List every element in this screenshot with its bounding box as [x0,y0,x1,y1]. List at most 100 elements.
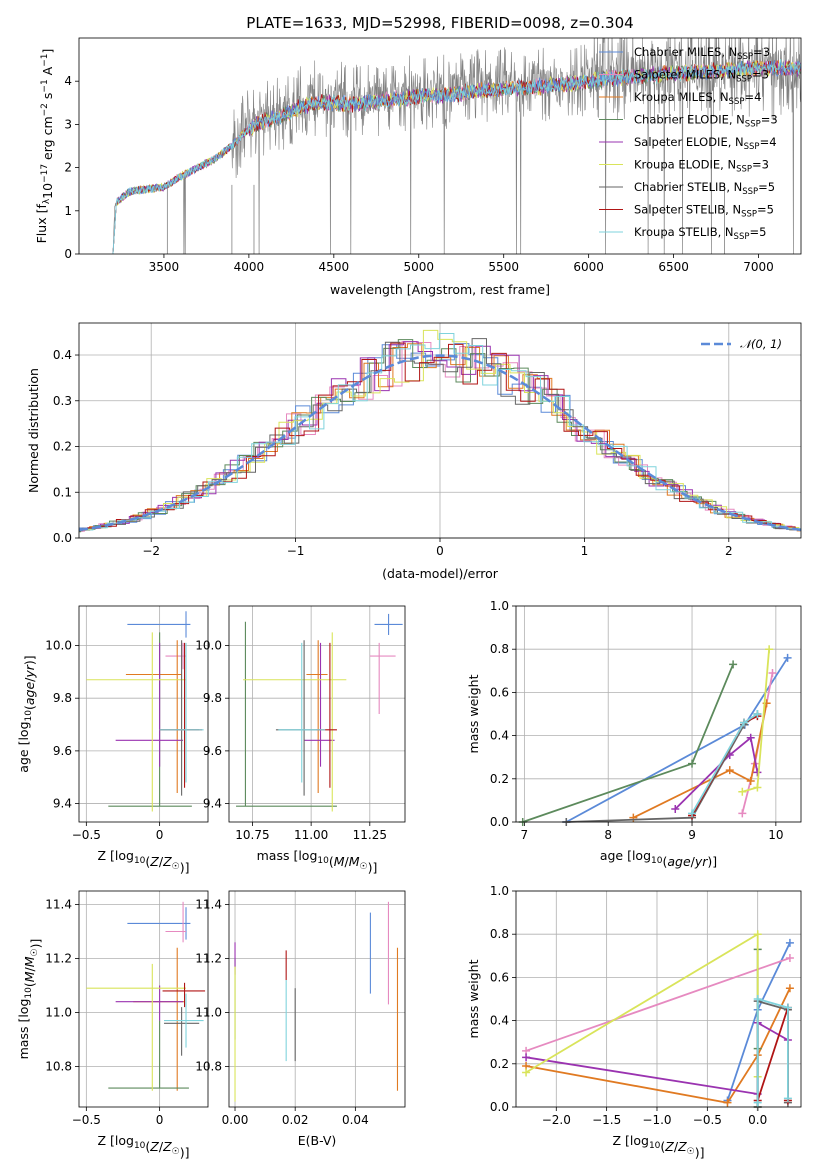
axes-frame [515,605,802,823]
y-tick-label: 0.4 [490,1014,509,1028]
label-part: )] [180,860,190,875]
weight-marker [746,733,755,742]
label-part: Z [162,1139,172,1154]
weight-marker [753,710,762,718]
label-part: ☉ [172,862,180,872]
x-axis-label: age [log10(age/yr)] [600,848,717,869]
x-axis-label: Z [log10(Z/Z☉)] [612,1133,704,1160]
x-tick-label: 5500 [488,260,519,274]
y-tick-label: 0.0 [53,531,72,545]
label-part: M [22,956,37,967]
label-part: Z [162,854,172,869]
x-axis-label: Z [log10(Z/Z☉)] [97,1133,189,1160]
label-part: ( [22,705,37,710]
legend-label-text: Kroupa MILES, N [634,90,729,104]
weight-marker [729,660,738,669]
mass-vs-metallicity-panel: −0.5 010.811.011.211.4Z [log10(Z/Z☉)]mass… [16,890,209,1160]
label-part: −1 [40,54,50,67]
y-tick-label: 9.4 [203,797,222,811]
x-axis-label: (data-model)/error [382,566,499,581]
label-part: ( [145,1139,150,1154]
y-tick-label: 1 [64,204,72,218]
histogram-kroupa-miles [79,343,801,532]
y-tick-label: 0.8 [490,642,509,656]
x-tick-label: 11.00 [294,828,328,842]
age-vs-mass-panel: 10.75 11.00 11.25 9.4 9.6 9.8 10.0 mass [log10(… [195,605,406,875]
legend-label-text: Kroupa STELIB, N [634,225,734,239]
weight-marker [753,783,762,792]
x-axis-label: E(B-V) [298,1133,337,1148]
weight-line-kroupa-miles [633,703,768,819]
x-tick-label: 4000 [234,260,265,274]
label-part: Z [log [612,1133,648,1148]
axes-frame [228,890,406,1108]
weight-marker [783,653,792,662]
label-part: 10 [317,856,329,866]
label-part: −17 [40,164,50,183]
legend-label-text: Salpeter STELIB, N [634,203,741,217]
y-tick-label: 4 [64,74,72,88]
x-tick-label: 0.04 [342,1113,369,1127]
mass-vs-extinction-panel: 0.00 0.02 0.04 10.8 11.0 11.2 11.4 E(B-V) [195,890,406,1148]
weight-line-salpeter-elodie [674,736,759,810]
legend-label-subscript: SSP [736,75,752,85]
x-axis-label: mass [log10(M/M☉)] [257,848,378,875]
label-part: / [22,677,37,682]
x-tick-label: 7000 [743,260,774,274]
axes-frame [78,605,209,823]
label-part: 10 [651,856,663,866]
label-part: erg cm [40,116,55,164]
y-tick-label: 9.8 [203,691,222,705]
label-part: 10 [24,987,34,999]
y-tick-label: 11.4 [195,898,222,912]
x-tick-label: 6500 [658,260,689,274]
y-tick-label: 11.2 [45,952,72,966]
axes-frame [78,322,802,539]
legend-label-text: Kroupa ELODIE, N [634,158,736,172]
legend-label-subscript: SSP [729,97,745,107]
y-tick-label: 11.0 [45,1006,72,1020]
y-tick-label: 9.6 [203,744,222,758]
y-tick-label: 9.8 [53,691,72,705]
histogram-chabrier-stelib [79,338,801,532]
weight-line-kroupa-stelib [756,997,789,1103]
weight-marker [688,759,697,768]
label-part: mass [log [16,999,31,1060]
legend-label: Salpeter ELODIE, NSSP=4 [634,135,777,152]
weight-marker [522,1068,531,1077]
x-tick-label: 11.25 [353,828,387,842]
weight-marker [753,930,762,939]
x-tick-label: 3500 [149,260,180,274]
label-part: age [log [600,848,651,863]
legend-label-count: =4 [760,135,777,149]
y-axis-label: age [log10(age/yr)] [16,655,37,772]
label-part: −2 [40,103,50,116]
weight-marker [725,766,734,775]
age-vs-metallicity-panel: −0.5 09.49.69.810.0Z [log10(Z/Z☉)]age [lo… [16,605,209,875]
label-part: / [22,966,37,971]
x-tick-label: 2 [725,544,733,558]
normal-distribution-curve [78,354,802,532]
weight-marker [671,805,680,814]
legend-label-subscript: SSP [742,187,758,197]
weight-marker [765,645,774,654]
x-axis-label: Z [log10(Z/Z☉)] [97,848,189,875]
x-tick-label: 0 [436,544,444,558]
axes-frame [78,890,209,1108]
residuals-panel: −2 −1 0 1 2 0.0 0.1 0.2 0.3 0.4 (data-model)/error… [26,322,802,581]
legend-label: Salpeter STELIB, NSSP=5 [634,203,774,220]
label-part: 10 [24,710,34,722]
x-tick-label: 10 [768,828,783,842]
y-tick-label: 1.0 [490,599,509,613]
y-tick-label: 1.0 [490,884,509,898]
label-part: Z [149,1139,159,1154]
legend-label: Salpeter MILES, NSSP=3 [634,68,769,85]
y-tick-label: 2 [64,161,72,175]
weight-line-kroupa-miles [525,987,791,1104]
y-tick-label: 9.6 [53,744,72,758]
label-part: 10 [649,1141,661,1151]
spectrum-panel: 3500 4000 4500 5000 5500 6000 6500 7000 0 1 2 3 4 wav… [34,37,802,297]
x-tick-label: −2.0 [542,1113,571,1127]
legend-label-subscript: SSP [734,232,750,242]
